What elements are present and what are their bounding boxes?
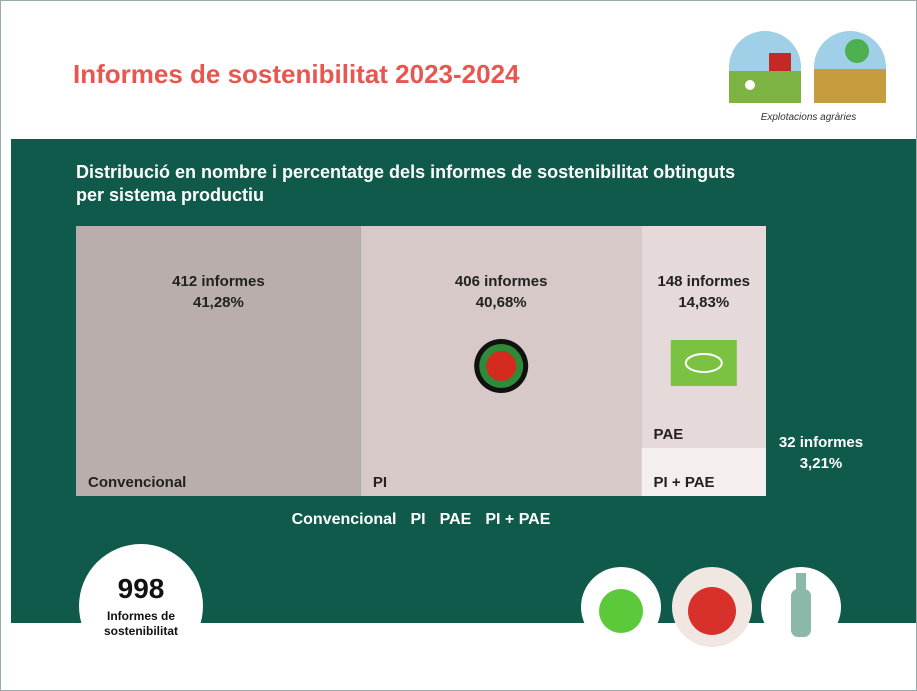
- category-label: PAE: [654, 426, 684, 443]
- percent-label: 41,28%: [76, 292, 361, 313]
- eco-emblem: [671, 340, 737, 386]
- product-icons: [581, 567, 841, 647]
- percent-label: 14,83%: [642, 292, 766, 313]
- count-label: 32 informes: [771, 432, 871, 453]
- count-label: 148 informes: [642, 271, 766, 292]
- total-value: 998: [81, 573, 201, 605]
- count-label: 406 informes: [361, 271, 642, 292]
- legend-label: PAE: [440, 511, 472, 529]
- pi-emblem: [486, 351, 516, 381]
- total-badge: [79, 544, 203, 668]
- count-label: 412 informes: [76, 271, 361, 292]
- logos: [729, 31, 886, 103]
- page: Informes de sostenibilitat 2023-2024 Exp…: [0, 0, 917, 691]
- legend: Convencional PI PAE PI + PAE: [76, 511, 766, 529]
- percent-label: 3,21%: [771, 453, 871, 474]
- total-label: Informes de sostenibilitat: [91, 609, 191, 639]
- tile: [76, 226, 361, 496]
- category-label: PI: [373, 474, 387, 491]
- tile: [642, 226, 766, 448]
- category-label: Convencional: [88, 474, 186, 491]
- legend-item: PI: [411, 511, 426, 529]
- legend-item: PI + PAE: [485, 511, 550, 529]
- percent-label: 40,68%: [361, 292, 642, 313]
- legend-item: Convencional: [292, 511, 397, 529]
- category-label: PI + PAE: [654, 474, 715, 491]
- legend-item: PAE: [440, 511, 472, 529]
- legend-label: PI: [411, 511, 426, 529]
- legend-label: PI + PAE: [485, 511, 550, 529]
- legend-label: Convencional: [292, 511, 397, 529]
